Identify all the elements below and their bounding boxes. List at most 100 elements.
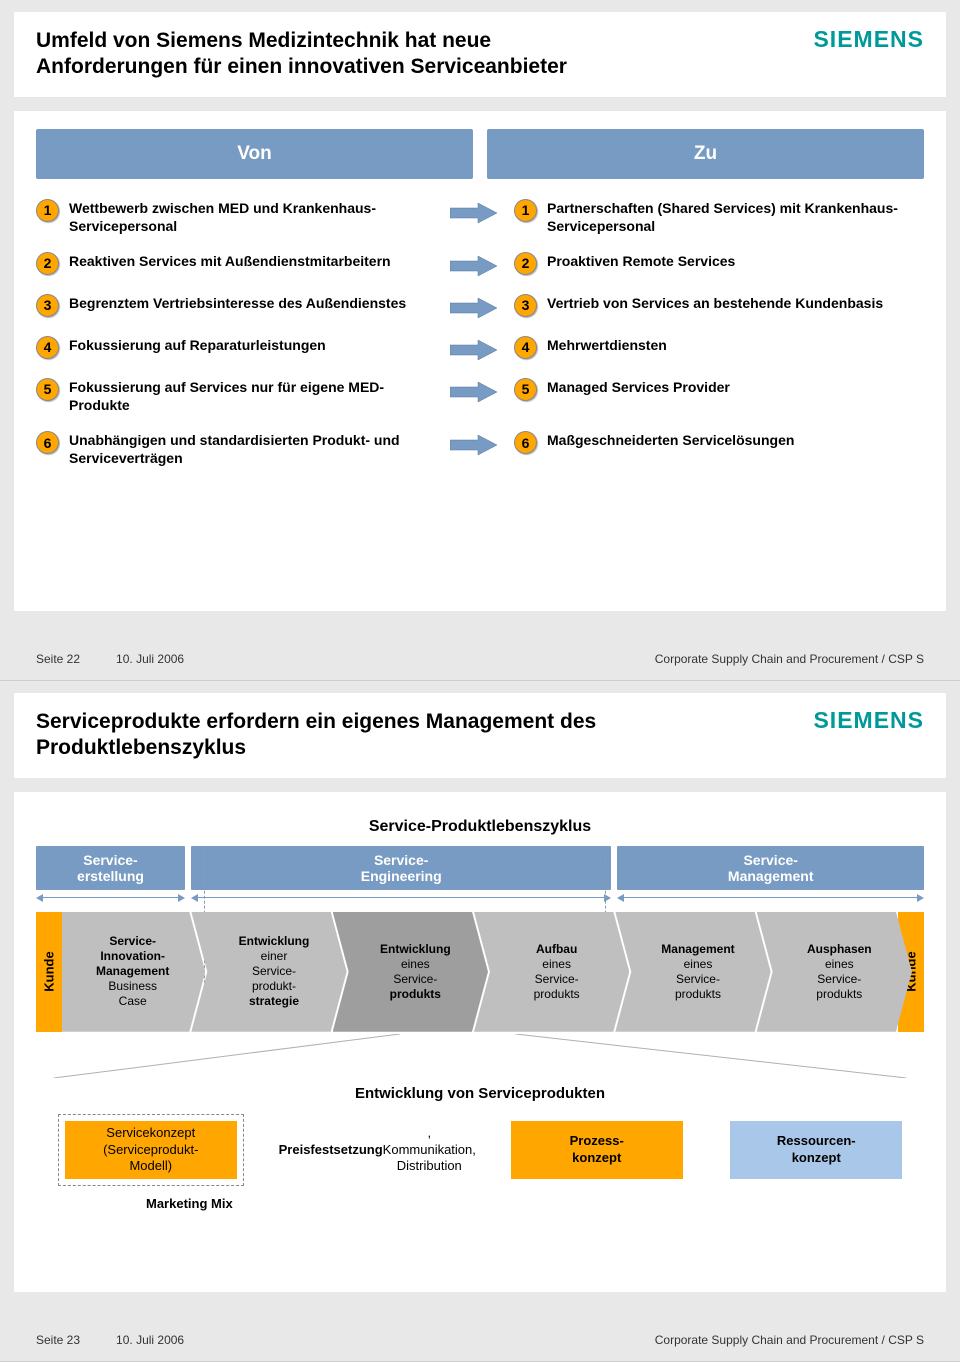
to-text: Mehrwertdiensten	[547, 336, 667, 354]
phase-arrow	[36, 894, 185, 902]
lifecycle-title: Service-Produktlebenszyklus	[36, 818, 924, 836]
arrow-icon	[450, 339, 498, 361]
concept-box: Preisfestsetzung,Kommunikation,Distribut…	[291, 1121, 463, 1179]
chevron-step: EntwicklungeinesService-produkts	[333, 912, 488, 1032]
content-area: Service-Produktlebenszyklus Service-erst…	[14, 792, 946, 1292]
to-cell: 4 Mehrwertdiensten	[514, 336, 912, 359]
to-text: Proaktiven Remote Services	[547, 252, 735, 270]
concept-wrapper: Preisfestsetzung,Kommunikation,Distribut…	[291, 1121, 463, 1179]
arrow-icon	[450, 381, 498, 403]
header-zu: Zu	[487, 129, 924, 179]
number-badge: 3	[514, 294, 537, 317]
concept-wrapper: Servicekonzept(Serviceprodukt-Modell)	[58, 1114, 244, 1186]
to-cell: 6 Maßgeschneiderten Servicelösungen	[514, 431, 912, 454]
from-cell: 4 Fokussierung auf Reparaturleistungen	[36, 336, 434, 359]
from-text: Fokussierung auf Services nur für eigene…	[69, 378, 434, 414]
phase-header: Service-Engineering	[191, 846, 611, 890]
number-badge: 1	[514, 199, 537, 222]
from-cell: 2 Reaktiven Services mit Außendienstmitar…	[36, 252, 434, 275]
phase-header: Service-Management	[617, 846, 924, 890]
arrow-icon	[450, 434, 498, 456]
phase-arrows	[36, 894, 924, 902]
page-number: Seite 22	[36, 652, 80, 666]
from-cell: 6 Unabhängigen und standardisier­ten Prod…	[36, 431, 434, 467]
number-badge: 4	[514, 336, 537, 359]
to-cell: 3 Vertrieb von Services an bestehende Kun…	[514, 294, 912, 317]
phase-arrow	[191, 894, 611, 902]
from-text: Fokussierung auf Reparaturleistungen	[69, 336, 326, 354]
comparison-row: 3 Begrenztem Vertriebsinteresse des Außen…	[36, 294, 924, 319]
chevron-step: AusphaseneinesService-produkts	[757, 912, 912, 1032]
from-text: Reaktiven Services mit Außendienstmitarb…	[69, 252, 391, 270]
slide-footer: Seite 22 10. Juli 2006 Corporate Supply …	[14, 652, 946, 666]
arrow-cell	[434, 378, 514, 403]
page-date: 10. Juli 2006	[116, 1333, 184, 1347]
page-number: Seite 23	[36, 1333, 80, 1347]
dev-section-title: Entwicklung von Serviceprodukten	[36, 1085, 924, 1102]
comparison-row: 6 Unabhängigen und standardisier­ten Prod…	[36, 431, 924, 467]
number-badge: 4	[36, 336, 59, 359]
concept-box: Servicekonzept(Serviceprodukt-Modell)	[65, 1121, 237, 1179]
to-cell: 5 Managed Services Provider	[514, 378, 912, 401]
concept-wrapper: Ressourcen-konzept	[730, 1121, 902, 1179]
arrow-icon	[450, 297, 498, 319]
chevron-step: ManagementeinesService-produkts	[615, 912, 770, 1032]
comparison-rows: 1 Wettbewerb zwischen MED und Krankenhaus…	[36, 199, 924, 468]
to-text: Vertrieb von Services an bestehende Kund…	[547, 294, 883, 312]
comparison-row: 4 Fokussierung auf Reparaturleistungen 4 Me…	[36, 336, 924, 361]
number-badge: 5	[514, 378, 537, 401]
header-von: Von	[36, 129, 473, 179]
from-cell: 1 Wettbewerb zwischen MED und Krankenhaus…	[36, 199, 434, 235]
to-text: Managed Services Provider	[547, 378, 730, 396]
title-bar: Umfeld von Siemens Medizintechnik hat ne…	[14, 12, 946, 97]
siemens-logo: SIEMENS	[813, 26, 924, 53]
slide-title: Serviceprodukte erfordern ein eigenes Ma…	[36, 709, 636, 762]
arrow-icon	[450, 202, 498, 224]
to-text: Partnerschaften (Shared Services) mit Kr…	[547, 199, 912, 235]
to-cell: 1 Partnerschaften (Shared Services) mit K…	[514, 199, 912, 235]
arrow-cell	[434, 199, 514, 224]
from-text: Wettbewerb zwischen MED und Krankenhaus-…	[69, 199, 434, 235]
concept-row: Servicekonzept(Serviceprodukt-Modell) Pre…	[36, 1114, 924, 1186]
arrow-cell	[434, 431, 514, 456]
arrow-cell	[434, 336, 514, 361]
column-headers: Von Zu	[36, 129, 924, 179]
slide-footer: Seite 23 10. Juli 2006 Corporate Supply …	[14, 1333, 946, 1347]
title-bar: Serviceprodukte erfordern ein eigenes Ma…	[14, 693, 946, 778]
slide-1: Umfeld von Siemens Medizintechnik hat ne…	[0, 0, 960, 681]
page-date: 10. Juli 2006	[116, 652, 184, 666]
from-text: Unabhängigen und standardisier­ten Produ…	[69, 431, 434, 467]
chevron-step: AufbaueinesService-produkts	[474, 912, 629, 1032]
number-badge: 6	[514, 431, 537, 454]
from-cell: 5 Fokussierung auf Services nur für eigen…	[36, 378, 434, 414]
arrow-icon	[450, 255, 498, 277]
marketing-mix-label: Marketing Mix	[146, 1196, 924, 1211]
slide-title: Umfeld von Siemens Medizintechnik hat ne…	[36, 28, 636, 81]
footer-right: Corporate Supply Chain and Procurement /…	[655, 1333, 924, 1347]
kunde-bar-left: Kunde	[36, 912, 62, 1032]
to-cell: 2 Proaktiven Remote Services	[514, 252, 912, 275]
number-badge: 6	[36, 431, 59, 454]
number-badge: 3	[36, 294, 59, 317]
number-badge: 2	[514, 252, 537, 275]
phase-header: Service-erstellung	[36, 846, 185, 890]
concept-wrapper: Prozess-konzept	[511, 1121, 683, 1179]
footer-right: Corporate Supply Chain and Procurement /…	[655, 652, 924, 666]
comparison-row: 2 Reaktiven Services mit Außendienstmitar…	[36, 252, 924, 277]
comparison-row: 5 Fokussierung auf Services nur für eigen…	[36, 378, 924, 414]
from-cell: 3 Begrenztem Vertriebsinteresse des Außen…	[36, 294, 434, 317]
to-text: Maßgeschneiderten Servicelösungen	[547, 431, 794, 449]
phase-headers: Service-erstellungService-EngineeringSer…	[36, 846, 924, 890]
concept-box: Prozess-konzept	[511, 1121, 683, 1179]
spotlight-lines	[36, 1034, 924, 1078]
number-badge: 1	[36, 199, 59, 222]
arrow-cell	[434, 252, 514, 277]
slide-2: Serviceprodukte erfordern ein eigenes Ma…	[0, 681, 960, 1362]
chevrons: Service-Innovation-ManagementBusinessCas…	[62, 912, 898, 1032]
number-badge: 5	[36, 378, 59, 401]
number-badge: 2	[36, 252, 59, 275]
phase-arrow	[617, 894, 924, 902]
content-area: Von Zu 1 Wettbewerb zwischen MED und Kran…	[14, 111, 946, 611]
chevron-step: Service-Innovation-ManagementBusinessCas…	[62, 912, 205, 1032]
from-text: Begrenztem Vertriebsinteresse des Außend…	[69, 294, 406, 312]
